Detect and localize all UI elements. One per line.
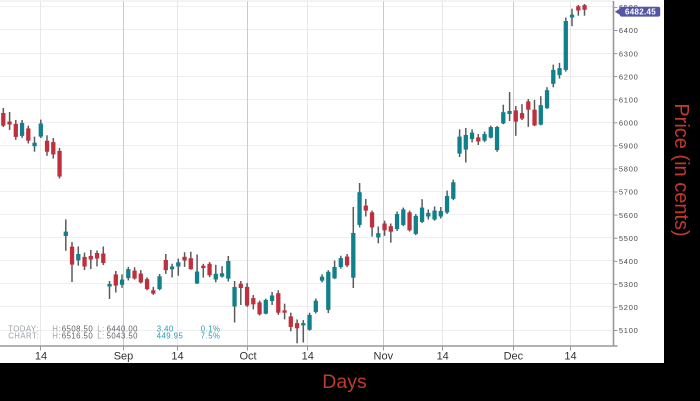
svg-text:TODAY:: TODAY: xyxy=(8,324,39,333)
svg-text:H:: H: xyxy=(52,324,61,333)
svg-text:Days: Days xyxy=(322,371,367,393)
svg-text:Oct: Oct xyxy=(239,351,256,363)
svg-text:6000: 6000 xyxy=(619,119,639,128)
svg-text:5500: 5500 xyxy=(619,234,639,243)
svg-text:5900: 5900 xyxy=(619,142,639,151)
svg-text:3.40: 3.40 xyxy=(157,324,174,333)
svg-text:14: 14 xyxy=(302,351,314,363)
svg-text:6440.00: 6440.00 xyxy=(107,324,139,333)
svg-text:CHART:: CHART: xyxy=(8,331,39,340)
svg-text:L:: L: xyxy=(97,324,104,333)
svg-text:5200: 5200 xyxy=(619,303,639,312)
svg-text:5100: 5100 xyxy=(619,326,639,335)
svg-text:14: 14 xyxy=(171,351,183,363)
svg-text:6482.45: 6482.45 xyxy=(625,7,656,16)
svg-text:5600: 5600 xyxy=(619,211,639,220)
svg-text:5700: 5700 xyxy=(619,188,639,197)
svg-text:14: 14 xyxy=(564,351,576,363)
svg-text:Price (in cents): Price (in cents) xyxy=(670,103,692,236)
svg-text:449.95: 449.95 xyxy=(157,331,184,340)
svg-text:6400: 6400 xyxy=(619,26,639,35)
svg-text:0.1%: 0.1% xyxy=(201,324,221,333)
svg-text:6516.50: 6516.50 xyxy=(62,331,94,340)
svg-text:Nov: Nov xyxy=(374,351,394,363)
svg-text:14: 14 xyxy=(35,351,47,363)
svg-text:Dec: Dec xyxy=(504,351,524,363)
svg-text:6508.50: 6508.50 xyxy=(62,324,94,333)
svg-text:6100: 6100 xyxy=(619,95,639,104)
svg-text:5300: 5300 xyxy=(619,280,639,289)
svg-text:14: 14 xyxy=(437,351,449,363)
svg-text:Sep: Sep xyxy=(114,351,134,363)
svg-text:5800: 5800 xyxy=(619,165,639,174)
svg-text:7.5%: 7.5% xyxy=(201,331,221,340)
svg-text:6200: 6200 xyxy=(619,72,639,81)
svg-text:L:: L: xyxy=(97,331,104,340)
svg-text:5400: 5400 xyxy=(619,257,639,266)
svg-text:5043.50: 5043.50 xyxy=(107,331,139,340)
svg-text:6300: 6300 xyxy=(619,49,639,58)
svg-text:H:: H: xyxy=(52,331,61,340)
